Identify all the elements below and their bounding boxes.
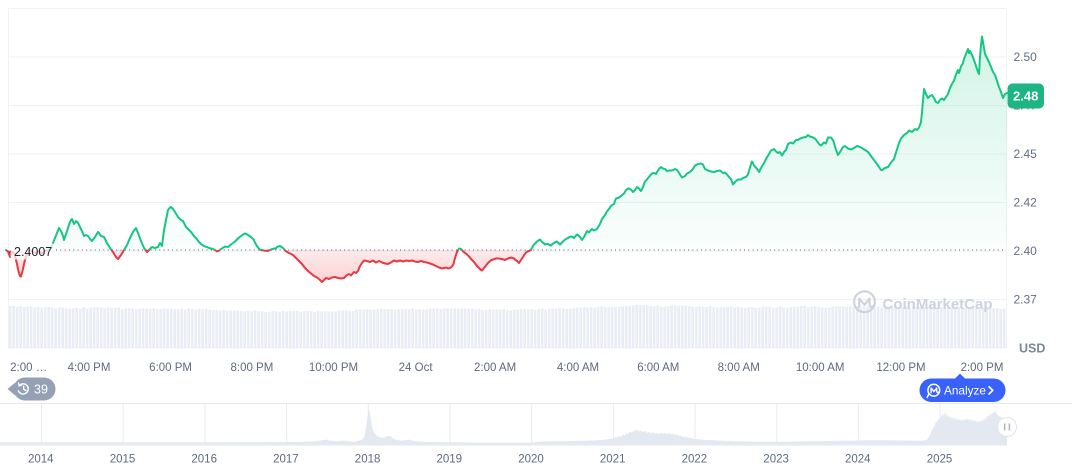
svg-text:6:00 AM: 6:00 AM	[637, 362, 679, 374]
svg-text:2.4007: 2.4007	[14, 245, 52, 259]
svg-text:2:00 …: 2:00 …	[10, 362, 47, 374]
svg-text:2019: 2019	[437, 453, 463, 465]
svg-text:8:00 AM: 8:00 AM	[718, 362, 760, 374]
svg-text:4:00 PM: 4:00 PM	[68, 362, 111, 374]
svg-text:2022: 2022	[682, 453, 708, 465]
svg-text:USD: USD	[1019, 342, 1045, 356]
svg-text:2.50: 2.50	[1014, 50, 1038, 64]
svg-text:2024: 2024	[845, 453, 871, 465]
svg-text:12:00 PM: 12:00 PM	[876, 362, 925, 374]
svg-text:8:00 PM: 8:00 PM	[230, 362, 273, 374]
svg-text:CoinMarketCap: CoinMarketCap	[883, 296, 993, 313]
svg-text:2021: 2021	[600, 453, 626, 465]
svg-text:2:00 AM: 2:00 AM	[474, 362, 516, 374]
svg-text:6:00 PM: 6:00 PM	[149, 362, 192, 374]
svg-text:39: 39	[34, 383, 48, 397]
svg-text:2016: 2016	[191, 453, 217, 465]
svg-text:2.48: 2.48	[1013, 89, 1038, 104]
svg-text:4:00 AM: 4:00 AM	[557, 362, 599, 374]
svg-text:24 Oct: 24 Oct	[399, 362, 434, 374]
svg-text:2.37: 2.37	[1014, 293, 1038, 307]
svg-text:10:00 AM: 10:00 AM	[796, 362, 845, 374]
svg-text:2.40: 2.40	[1014, 244, 1038, 258]
svg-text:2020: 2020	[518, 453, 544, 465]
svg-text:2017: 2017	[273, 453, 299, 465]
svg-text:2:00 PM: 2:00 PM	[961, 362, 1004, 374]
svg-text:2025: 2025	[927, 453, 953, 465]
svg-text:2015: 2015	[110, 453, 136, 465]
svg-text:Analyze: Analyze	[944, 384, 986, 398]
svg-text:2.42: 2.42	[1014, 196, 1038, 210]
svg-text:2.45: 2.45	[1014, 147, 1038, 161]
svg-text:2018: 2018	[355, 453, 381, 465]
svg-text:2014: 2014	[28, 453, 54, 465]
svg-text:2023: 2023	[763, 453, 789, 465]
svg-text:10:00 PM: 10:00 PM	[309, 362, 358, 374]
